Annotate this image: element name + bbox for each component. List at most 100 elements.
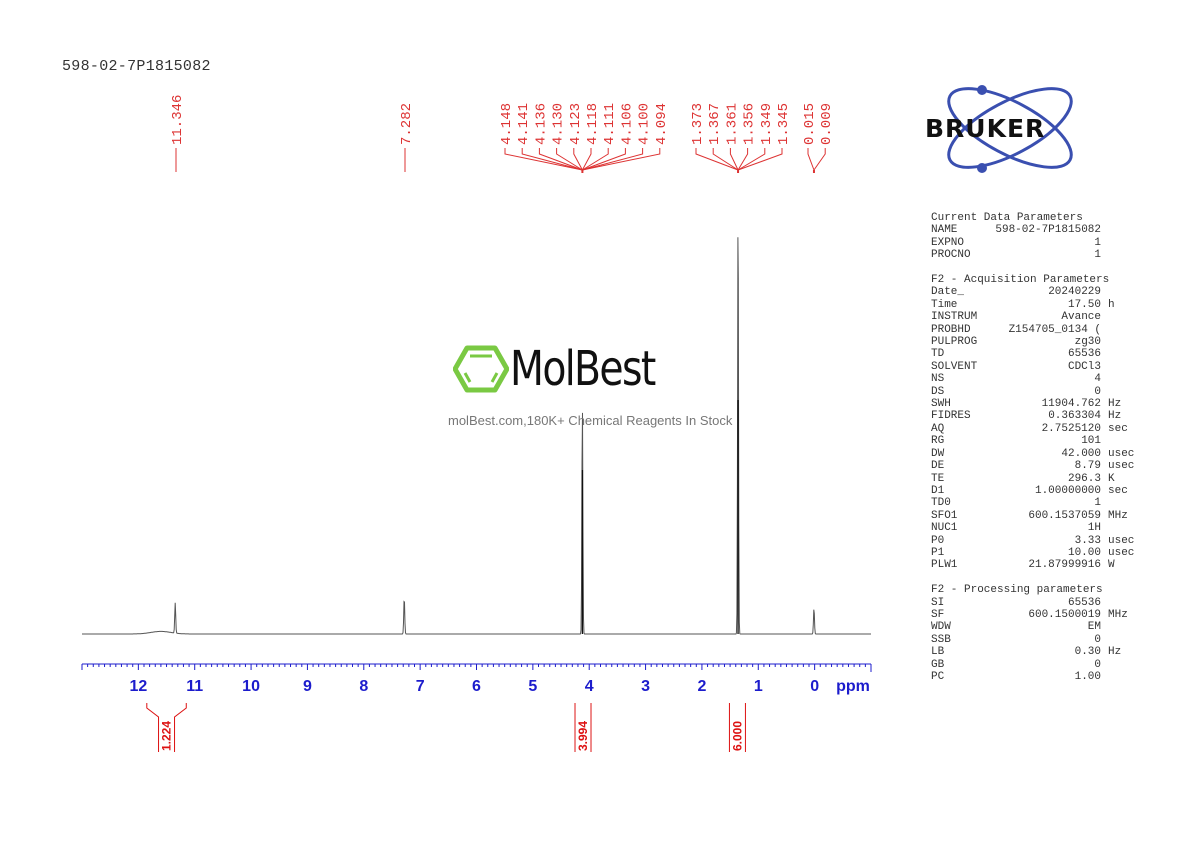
parameter-unit: usec	[1108, 546, 1135, 559]
parameter-value: 20240229	[1048, 286, 1101, 299]
parameter-unit	[1101, 324, 1108, 336]
axis-tick-label: 9	[303, 678, 312, 695]
parameter-value: 598-02-7P1815082	[995, 224, 1101, 237]
peak-label: 1.356	[742, 103, 758, 145]
parameter-row: D1 1.00000000 sec	[931, 485, 1134, 497]
parameter-key: SI	[931, 596, 945, 609]
parameter-section-heading: Current Data Parameters	[931, 212, 1083, 224]
parameter-unit	[1101, 497, 1108, 509]
parameter-row: Date_ 20240229	[931, 286, 1134, 298]
parameter-key: PROBHD	[931, 323, 971, 336]
peak-label: 0.015	[802, 103, 818, 145]
parameter-key: SFO1	[931, 509, 958, 522]
parameter-key: SSB	[931, 633, 951, 646]
parameter-value: 2.7525120	[1041, 422, 1101, 435]
peak-label: 0.009	[819, 103, 835, 145]
parameter-unit: usec	[1108, 534, 1135, 547]
axis-tick-label: 2	[697, 678, 706, 695]
parameter-unit	[1101, 237, 1108, 249]
parameter-value: 8.79	[1074, 460, 1101, 473]
parameter-value: 4	[1094, 373, 1101, 386]
f2-processing-parameters: F2 - Processing parameters SI 65536 SF 600.1…	[931, 584, 1134, 683]
integral-value: 3.994	[576, 721, 590, 751]
parameter-unit	[1101, 286, 1108, 298]
axis-tick-label: 0	[810, 678, 819, 695]
parameter-value: 0.363304	[1048, 410, 1101, 423]
parameter-key: TD	[931, 348, 945, 361]
parameter-value: 0.30	[1074, 646, 1101, 659]
parameter-unit: MHz	[1108, 608, 1128, 621]
parameter-row: SOLVENT CDCl3	[931, 361, 1134, 373]
parameter-key: SF	[931, 608, 945, 621]
molbest-tagline: molBest.com,180K+ Chemical Reagents In S…	[448, 413, 733, 428]
parameter-value: 0	[1094, 385, 1101, 398]
parameter-key: PROCNO	[931, 249, 971, 262]
parameter-key: Date_	[931, 286, 965, 299]
parameter-value: 1	[1094, 497, 1101, 510]
parameter-row: P1 10.00 usec	[931, 547, 1134, 559]
parameter-key: P0	[931, 534, 945, 547]
parameter-key: NS	[931, 373, 945, 386]
parameter-row: SFO1 600.1537059 MHz	[931, 510, 1134, 522]
parameter-key: PC	[931, 671, 945, 683]
parameter-value: 1.00000000	[1034, 484, 1101, 497]
parameter-row: SI 65536	[931, 597, 1134, 609]
parameter-key: TD0	[931, 497, 951, 510]
parameter-unit: Hz	[1108, 398, 1122, 411]
peak-label: 1.367	[707, 103, 723, 145]
parameter-row: PULPROG zg30	[931, 336, 1134, 348]
parameter-unit	[1101, 522, 1108, 534]
parameter-unit	[1101, 671, 1108, 683]
parameter-row: TD0 1	[931, 497, 1134, 509]
peak-label: 4.148	[499, 103, 515, 145]
parameter-unit	[1101, 621, 1108, 633]
peak-label: 4.111	[602, 103, 618, 145]
parameter-unit	[1101, 224, 1108, 236]
ppm-axis: 12 11 10 9 8 7 6 5 4 3 2 1 0 ppm	[81, 663, 872, 695]
peak-label: 7.282	[399, 103, 415, 145]
peak-label: 1.345	[776, 103, 792, 145]
molbest-wordmark: MolBest	[510, 341, 656, 397]
acquisition-parameters-panel: Current Data Parameters NAME 598-02-7P1815…	[931, 212, 1134, 683]
peak-label: 4.100	[637, 103, 653, 145]
parameter-unit	[1101, 336, 1108, 348]
parameter-unit	[1101, 311, 1108, 323]
peak-label: 4.123	[568, 103, 584, 145]
parameter-value: 65536	[1067, 596, 1101, 609]
parameter-value: Avance	[1061, 311, 1101, 324]
parameter-key: DS	[931, 385, 945, 398]
parameter-value: 11904.762	[1041, 398, 1101, 411]
parameter-row: FIDRES 0.363304 Hz	[931, 410, 1134, 422]
parameter-row: NUC1 1H	[931, 522, 1134, 534]
axis-tick-label: 7	[416, 678, 425, 695]
parameter-key: DW	[931, 447, 945, 460]
axis-tick-label: 8	[359, 678, 368, 695]
parameter-value: 1.00	[1074, 671, 1101, 683]
parameter-unit: MHz	[1108, 509, 1128, 522]
parameter-unit: h	[1108, 298, 1115, 311]
parameter-row: INSTRUM Avance	[931, 311, 1134, 323]
parameter-key: NAME	[931, 224, 958, 237]
parameter-row: GB 0	[931, 659, 1134, 671]
parameter-key: GB	[931, 658, 945, 671]
parameter-row: RG 101	[931, 435, 1134, 447]
parameter-value: 600.1500019	[1028, 608, 1101, 621]
peak-label: 4.130	[551, 103, 567, 145]
parameter-row: DS 0	[931, 386, 1134, 398]
parameter-row: LB 0.30 Hz	[931, 646, 1134, 658]
parameter-row: P0 3.33 usec	[931, 535, 1134, 547]
axis-tick-label: 4	[585, 678, 594, 695]
parameter-key: P1	[931, 546, 945, 559]
parameter-row: SF 600.1500019 MHz	[931, 609, 1134, 621]
parameter-key: PULPROG	[931, 336, 978, 349]
axis-unit-label: ppm	[836, 678, 870, 695]
parameter-value: 600.1537059	[1028, 509, 1101, 522]
peak-label: 1.373	[690, 103, 706, 145]
f2-acquisition-parameters: F2 - Acquisition Parameters Date_ 20240229…	[931, 274, 1134, 572]
atom-orbit-icon	[947, 85, 1073, 173]
parameter-row: SSB 0	[931, 634, 1134, 646]
integrals: 1.224 3.994 6.000	[146, 703, 746, 752]
parameter-value: 1	[1094, 249, 1101, 262]
parameter-value: 1	[1094, 236, 1101, 249]
parameter-unit	[1101, 348, 1108, 360]
